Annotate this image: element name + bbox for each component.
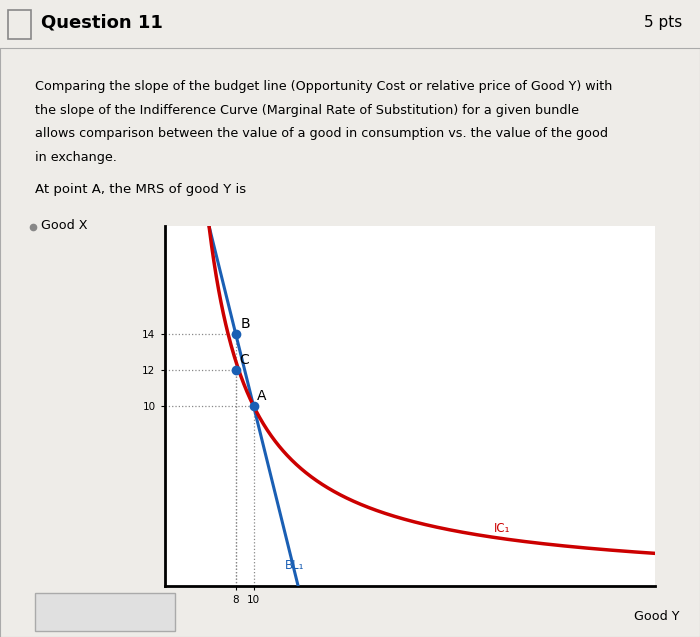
Bar [35,593,175,631]
Text: Good X: Good X [41,219,87,233]
Text: BL₁: BL₁ [285,559,304,571]
Text: the slope of the Indifference Curve (Marginal Rate of Substitution) for a given : the slope of the Indifference Curve (Mar… [35,104,579,117]
Text: C: C [239,354,249,368]
Text: IC₁: IC₁ [494,522,510,535]
Text: in exchange.: in exchange. [35,151,117,164]
Text: At point A, the MRS of good Y is: At point A, the MRS of good Y is [35,183,246,196]
Text: Comparing the slope of the budget line (Opportunity Cost or relative price of Go: Comparing the slope of the budget line (… [35,80,612,93]
Text: 5 pts: 5 pts [644,15,682,31]
Text: allows comparison between the value of a good in consumption vs. the value of th: allows comparison between the value of a… [35,127,608,140]
Text: Question 11: Question 11 [41,14,162,32]
Bar [8,10,31,39]
Text: B: B [241,317,251,331]
Text: A: A [257,389,267,403]
Text: Good Y: Good Y [634,610,679,623]
